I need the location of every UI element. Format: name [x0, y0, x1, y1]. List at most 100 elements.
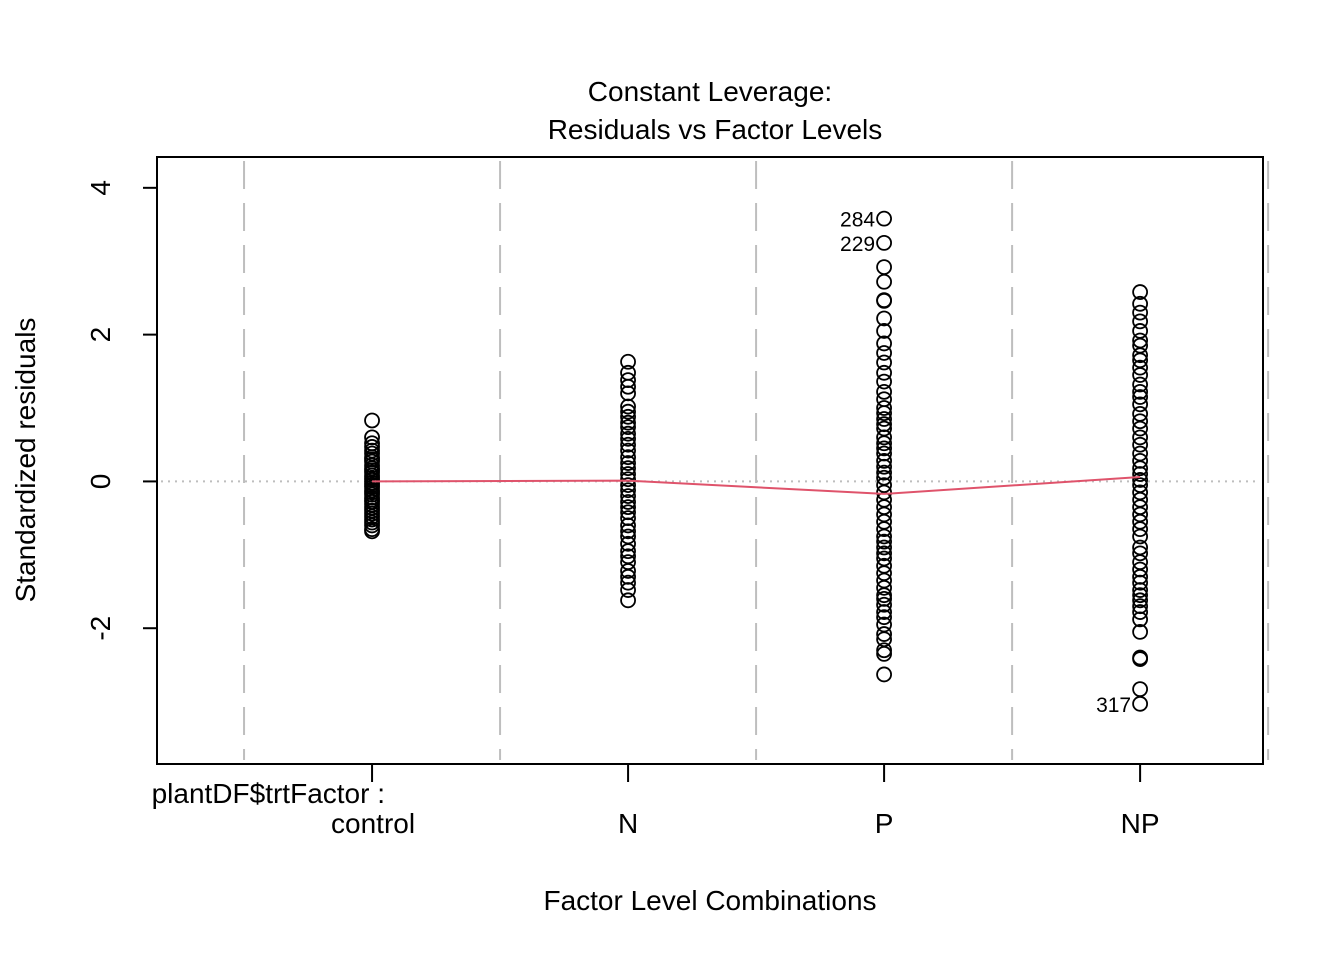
residual-point [1132, 582, 1149, 598]
residual-point [620, 535, 636, 552]
point-annotation-label: 317 [1096, 694, 1131, 717]
residual-point [620, 460, 636, 477]
y-axis-label: Standardized residuals [10, 318, 41, 603]
residual-point [620, 471, 636, 488]
residual-point [1132, 383, 1149, 400]
x-tick-label: control [331, 808, 415, 839]
residual-point [620, 574, 636, 591]
residual-point [1132, 367, 1149, 383]
residual-point [1132, 651, 1149, 667]
residual-point [1132, 313, 1149, 330]
residual-point [1132, 304, 1149, 321]
residual-point [1132, 413, 1149, 430]
residual-point [876, 273, 892, 290]
residual-point [876, 323, 892, 339]
trend-line [372, 476, 1141, 495]
residual-point [1132, 466, 1149, 482]
residual-point [876, 642, 892, 659]
residual-point [876, 383, 892, 400]
residual-point [620, 408, 636, 425]
residual-point [876, 429, 892, 446]
residual-point [1132, 347, 1149, 364]
residual-point [1132, 295, 1149, 312]
residual-point [620, 488, 636, 504]
x-axis: control N P NP [331, 764, 1160, 839]
y-tick-label: 4 [85, 180, 116, 196]
residual-point [876, 210, 892, 227]
residual-point [620, 430, 636, 447]
residual-point [876, 335, 892, 352]
points-layer [364, 210, 1149, 712]
residual-point [876, 345, 892, 361]
residual-point [876, 354, 892, 371]
residual-point [620, 436, 636, 453]
residual-point [620, 403, 636, 420]
residual-point [1132, 695, 1149, 712]
residual-point [876, 587, 892, 604]
plot-frame [156, 156, 1264, 765]
residual-point [620, 477, 636, 493]
residual-point [620, 414, 636, 431]
residual-point [1132, 592, 1149, 609]
residual-point [620, 517, 636, 534]
residual-point [620, 543, 636, 560]
residual-point [876, 458, 892, 475]
residual-point [620, 442, 636, 459]
residual-point [364, 517, 380, 534]
residual-point [1132, 429, 1149, 446]
residual-point [876, 545, 892, 562]
residual-point [876, 596, 892, 613]
residual-point [620, 482, 636, 499]
residual-point [620, 494, 636, 510]
residual-point [876, 435, 892, 452]
residual-point [876, 440, 892, 457]
residual-point [620, 398, 636, 415]
residual-point [876, 666, 892, 683]
residual-point [876, 604, 892, 620]
residual-point [1132, 436, 1149, 453]
residual-point [876, 626, 892, 642]
residual-point [620, 582, 636, 598]
residual-point [1132, 460, 1149, 477]
residual-point [364, 523, 380, 540]
residual-point [876, 528, 892, 545]
residual-point [876, 400, 892, 416]
residual-point [876, 646, 892, 662]
residual-point [1132, 574, 1149, 591]
residual-point [876, 579, 892, 596]
residual-point [1132, 611, 1149, 628]
x-tick-label: NP [1121, 808, 1160, 839]
residual-point [1132, 604, 1149, 620]
residual-point [620, 499, 636, 516]
point-annotation-label: 284 [840, 209, 875, 232]
grid-layer [243, 161, 1270, 760]
chart-subtitle: Residuals vs Factor Levels [548, 114, 883, 145]
residual-point [1132, 396, 1149, 413]
residual-point [1132, 521, 1149, 538]
trend-layer [372, 476, 1141, 495]
residual-point [620, 378, 636, 395]
x-axis-label: Factor Level Combinations [543, 885, 876, 916]
point-annotation-label: 229 [840, 233, 875, 256]
residual-point [876, 533, 892, 550]
chart-title: Constant Leverage: [588, 76, 832, 107]
residual-point [1132, 587, 1149, 604]
residual-point [876, 292, 892, 309]
residual-point [1132, 545, 1149, 562]
residual-point [876, 259, 892, 275]
residual-point [620, 563, 636, 579]
residual-point [620, 449, 636, 466]
residual-point [876, 405, 892, 422]
residual-point [876, 452, 892, 469]
residual-point [364, 412, 380, 429]
x-tick-label: N [618, 808, 638, 839]
residual-point [876, 411, 892, 427]
residual-point [876, 521, 892, 538]
x-tick-label: P [875, 808, 894, 839]
residual-point [876, 373, 892, 390]
residual-point [876, 364, 892, 381]
residual-point [1132, 623, 1149, 640]
y-axis: -2 0 2 4 [85, 180, 158, 641]
